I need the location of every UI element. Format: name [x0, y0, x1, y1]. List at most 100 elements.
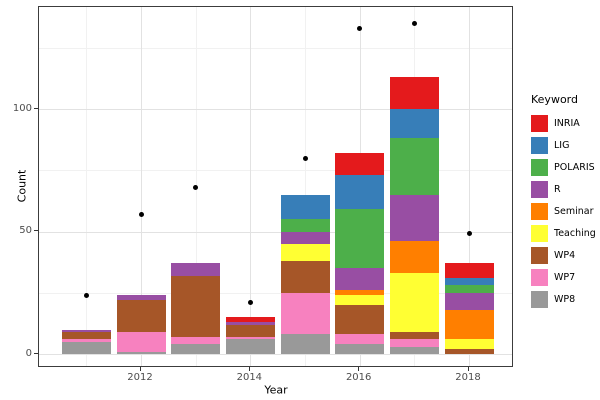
bar-segment-teaching-2015	[280, 243, 330, 261]
y-tick-mark-50	[34, 230, 38, 231]
legend-item-inria: INRIA	[531, 115, 596, 132]
legend-label-lig: LIG	[554, 140, 570, 151]
y-tick-label-100: 100	[12, 102, 32, 114]
bar-segment-seminar-2017	[389, 241, 439, 274]
data-point-2017	[411, 20, 417, 26]
legend-label-polaris: POLARIS	[554, 162, 595, 173]
bar-segment-seminar-2018	[444, 309, 494, 340]
legend-item-seminar: Seminar	[531, 203, 596, 220]
data-point-2015	[302, 155, 308, 161]
legend-label-seminar: Seminar	[554, 206, 594, 217]
legend-label-teaching: Teaching	[554, 228, 596, 239]
bar-segment-wp8-2015	[280, 334, 330, 354]
legend-swatch-r	[531, 181, 548, 198]
legend-item-wp7: WP7	[531, 269, 596, 286]
y-tick-mark-100	[34, 107, 38, 109]
bar-segment-r-2011	[61, 329, 111, 332]
bar-segment-wp4-2012	[116, 300, 166, 332]
bar-segment-wp8-2012	[116, 351, 166, 354]
bar-segment-lig-2017	[389, 109, 439, 139]
bar-segment-polaris-2015	[280, 219, 330, 232]
y-tick-label-0: 0	[25, 347, 32, 359]
bar-segment-polaris-2016	[335, 209, 385, 269]
bar-segment-wp7-2014	[225, 336, 275, 340]
legend-swatch-teaching	[531, 225, 548, 242]
legend-label-inria: INRIA	[554, 118, 580, 129]
legend-swatch-wp4	[531, 247, 548, 264]
x-tick-label-2018: 2018	[455, 372, 481, 383]
legend-label-wp4: WP4	[554, 250, 576, 261]
gridline-major-y-100	[39, 109, 512, 110]
bar-segment-teaching-2016	[335, 295, 385, 305]
bar-segment-lig-2015	[280, 194, 330, 220]
data-point-2016	[357, 25, 363, 31]
bar-segment-wp7-2012	[116, 331, 166, 352]
gridline-minor-y-125	[39, 47, 512, 49]
bar-segment-wp8-2016	[335, 344, 385, 354]
bar-segment-inria-2014	[225, 317, 275, 323]
bar-segment-wp8-2013	[171, 344, 221, 354]
bar-segment-lig-2016	[335, 175, 385, 210]
legend-label-r: R	[554, 184, 561, 195]
x-axis-title: Year	[264, 383, 288, 397]
bar-segment-r-2014	[225, 322, 275, 325]
x-tick-label-2014: 2014	[236, 372, 263, 383]
bar-segment-wp4-2016	[335, 305, 385, 335]
bar-segment-wp8-2011	[61, 341, 111, 354]
bar-segment-polaris-2018	[444, 285, 494, 293]
bar-segment-r-2015	[280, 231, 330, 244]
gridline-major-x-2018	[469, 7, 471, 366]
legend-item-r: R	[531, 181, 596, 198]
legend-swatch-polaris	[531, 159, 548, 176]
plot-panel	[38, 6, 513, 367]
bar-segment-wp7-2011	[61, 339, 111, 342]
bar-segment-r-2018	[444, 292, 494, 310]
bar-segment-wp4-2017	[389, 331, 439, 340]
x-tick-mark-2012	[139, 367, 141, 371]
legend-label-wp8: WP8	[554, 294, 576, 305]
bar-segment-wp8-2017	[389, 346, 439, 354]
legend-item-wp4: WP4	[531, 247, 596, 264]
gridline-major-x-2012	[141, 7, 142, 366]
legend-swatch-lig	[531, 137, 548, 154]
bar-segment-teaching-2018	[444, 339, 494, 350]
bar-segment-inria-2018	[444, 263, 494, 279]
gridline-minor-x-2015	[305, 7, 306, 366]
legend-swatch-seminar	[531, 203, 548, 220]
bar-segment-wp4-2014	[225, 324, 275, 337]
bar-segment-wp7-2016	[335, 334, 385, 345]
legend-item-polaris: POLARIS	[531, 159, 596, 176]
bar-segment-wp7-2017	[389, 339, 439, 347]
x-tick-mark-2016	[358, 367, 360, 371]
bar-segment-wp7-2013	[171, 336, 221, 345]
gridline-minor-y-25	[39, 292, 512, 294]
bar-segment-r-2017	[389, 194, 439, 242]
legend-swatch-inria	[531, 115, 548, 132]
bar-segment-r-2016	[335, 268, 385, 291]
x-tick-mark-2014	[248, 367, 250, 371]
legend-swatch-wp8	[531, 291, 548, 308]
data-point-2011	[83, 292, 89, 298]
y-axis-title: Count	[15, 169, 29, 203]
bar-segment-wp4-2018	[444, 349, 494, 354]
gridline-minor-x-2011	[86, 7, 88, 366]
legend-title: Keyword	[531, 93, 578, 106]
data-point-2012	[138, 211, 144, 217]
legend-items: INRIA LIG POLARIS R Seminar Teaching WP4 WP7 WP8	[531, 115, 596, 308]
bar-segment-lig-2018	[444, 278, 494, 286]
y-tick-mark-0	[34, 352, 38, 354]
gridline-major-y-50	[39, 231, 512, 233]
legend-label-wp7: WP7	[554, 272, 576, 283]
data-point-2013	[193, 184, 199, 190]
x-tick-label-2012: 2012	[127, 372, 153, 383]
legend-item-teaching: Teaching	[531, 225, 596, 242]
data-point-2014	[247, 300, 253, 306]
gridline-major-x-2014	[250, 7, 252, 366]
x-tick-mark-2018	[467, 367, 469, 371]
bar-segment-teaching-2017	[389, 273, 439, 332]
y-tick-label-50: 50	[19, 225, 32, 236]
bar-segment-inria-2016	[335, 153, 385, 176]
bar-segment-wp4-2011	[61, 331, 111, 340]
gridline-major-y-0	[39, 354, 512, 355]
gridline-minor-y-75	[39, 170, 512, 172]
